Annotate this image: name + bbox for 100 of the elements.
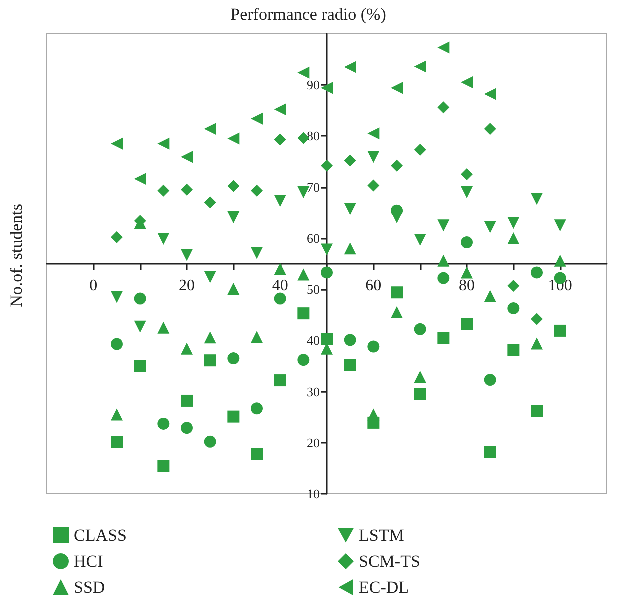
point — [484, 374, 496, 386]
point — [344, 334, 356, 346]
point — [158, 418, 170, 430]
point — [368, 180, 380, 192]
point — [111, 138, 123, 150]
point — [461, 318, 473, 330]
point — [344, 203, 356, 216]
point — [414, 234, 426, 246]
legend-label: LSTM — [359, 526, 404, 545]
point — [508, 302, 520, 314]
y-tick-label: 10 — [307, 486, 320, 502]
point — [368, 151, 380, 164]
point — [274, 134, 286, 146]
x-tick-label: 60 — [366, 278, 382, 294]
y-tick-label: 60 — [307, 230, 320, 246]
point — [484, 290, 496, 302]
point — [181, 394, 193, 407]
point — [438, 332, 450, 344]
point — [391, 211, 403, 224]
point — [134, 173, 146, 186]
x-axis-title: Performance radio (%) — [230, 5, 386, 24]
point — [251, 331, 263, 344]
point — [344, 242, 356, 255]
point — [111, 338, 123, 350]
point — [321, 333, 333, 346]
point — [461, 76, 473, 89]
point — [438, 220, 450, 232]
point — [251, 448, 263, 460]
point — [228, 352, 240, 365]
point — [321, 160, 333, 172]
point — [204, 354, 216, 367]
point — [274, 292, 286, 305]
point — [414, 388, 426, 400]
point — [298, 268, 310, 281]
point — [298, 354, 310, 366]
point — [391, 160, 403, 172]
y-tick-label: 50 — [307, 282, 320, 298]
legend-label: EC-DL — [359, 578, 410, 597]
point — [461, 266, 473, 279]
point — [438, 272, 450, 284]
point — [251, 247, 263, 260]
point — [438, 254, 450, 267]
point — [228, 132, 240, 145]
point — [158, 184, 170, 197]
point — [344, 61, 356, 74]
x-tick-label: 40 — [272, 278, 288, 294]
point — [344, 359, 356, 372]
point — [344, 154, 356, 167]
point — [228, 283, 240, 296]
point — [368, 128, 380, 140]
point — [134, 292, 146, 305]
point — [181, 151, 193, 164]
point — [204, 271, 216, 284]
y-tick-label: 70 — [307, 180, 320, 195]
point — [531, 266, 543, 279]
point — [484, 123, 496, 136]
point — [181, 422, 193, 434]
point — [461, 236, 473, 249]
point — [228, 211, 240, 224]
point — [158, 232, 170, 245]
point — [228, 180, 240, 192]
point — [181, 342, 193, 355]
point — [111, 291, 123, 304]
legend-label: HCI — [74, 552, 104, 571]
point — [111, 436, 123, 448]
point — [181, 249, 193, 262]
point — [134, 360, 146, 372]
point — [414, 144, 426, 156]
point — [274, 104, 286, 116]
y-tick-label: 30 — [307, 384, 320, 400]
point — [484, 221, 496, 234]
point — [508, 217, 520, 230]
point — [251, 112, 263, 125]
legend-label: SSD — [74, 578, 106, 597]
point — [554, 254, 566, 267]
point — [438, 102, 450, 114]
y-tick-label: 90 — [307, 78, 320, 93]
point — [414, 323, 426, 336]
point — [158, 138, 170, 150]
point — [531, 193, 543, 206]
point — [274, 195, 286, 208]
point — [321, 244, 333, 256]
point — [508, 232, 520, 244]
point — [554, 324, 566, 337]
point — [321, 266, 333, 279]
point — [274, 263, 286, 276]
point — [298, 308, 310, 320]
x-tick-label: 20 — [179, 278, 195, 294]
point — [274, 374, 286, 387]
point — [111, 408, 123, 421]
point — [531, 313, 543, 326]
point — [134, 320, 146, 333]
point — [158, 460, 170, 472]
point — [484, 446, 496, 458]
point — [204, 332, 216, 344]
point — [204, 123, 216, 136]
point — [204, 196, 216, 209]
point — [204, 436, 216, 448]
point — [368, 340, 380, 353]
point — [298, 66, 310, 79]
